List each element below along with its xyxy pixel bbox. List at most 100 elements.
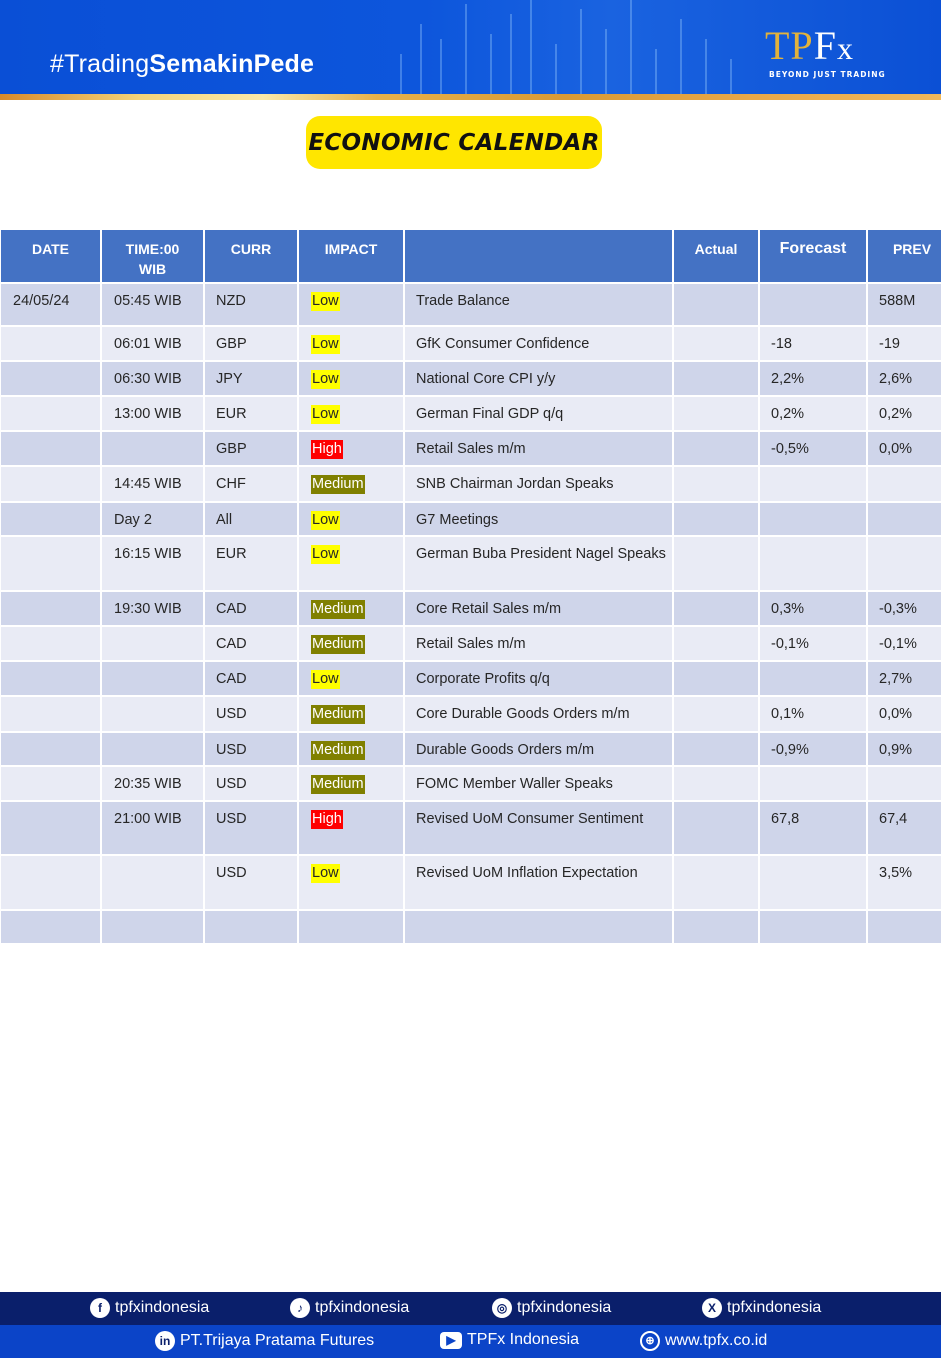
cell-time: 14:45 WIB (102, 467, 203, 503)
logo-mark-x: x (836, 30, 854, 66)
cell-event: Core Durable Goods Orders m/m (405, 697, 672, 733)
cell-date (1, 856, 100, 911)
cell-actual (674, 733, 758, 767)
header-time-line1: TIME:00 (125, 241, 180, 257)
cell-event: SNB Chairman Jordan Speaks (405, 467, 672, 503)
social-link-tiktok[interactable]: ♪ tpfxindonesia (290, 1298, 409, 1318)
social-link-globe[interactable]: ⊕ www.tpfx.co.id (640, 1331, 767, 1351)
cell-impact: Medium (299, 767, 403, 802)
header-curr: CURR (205, 230, 297, 284)
cell-prev (868, 767, 941, 802)
impact-badge: High (311, 810, 343, 829)
cell-event: Revised UoM Consumer Sentiment (405, 802, 672, 856)
header-impact: IMPACT (299, 230, 403, 284)
impact-badge: Medium (311, 741, 365, 760)
table-row: 20:35 WIB USD Medium FOMC Member Waller Spe… (1, 767, 941, 802)
social-link-youtube[interactable]: ▶ TPFx Indonesia (440, 1331, 579, 1349)
cell-impact: Medium (299, 592, 403, 627)
cell-forecast (760, 767, 866, 802)
table-row: 19:30 WIB CAD Medium Core Retail Sales m/m 0… (1, 592, 941, 627)
table-row: 14:45 WIB CHF Medium SNB Chairman Jordan Sp… (1, 467, 941, 503)
cell-forecast: 2,2% (760, 362, 866, 397)
cell-time: 06:30 WIB (102, 362, 203, 397)
globe-icon: ⊕ (640, 1331, 660, 1351)
table-row: 13:00 WIB EUR Low German Final GDP q/q 0,2% 0… (1, 397, 941, 432)
cell-prev (868, 911, 941, 945)
table-row: USD Low Revised UoM Inflation Expectation 3… (1, 856, 941, 911)
cell-prev: 67,4 (868, 802, 941, 856)
cell-actual (674, 432, 758, 467)
cell-forecast: 0,1% (760, 697, 866, 733)
cell-curr: CHF (205, 467, 297, 503)
cell-time: 06:01 WIB (102, 327, 203, 362)
social-link-instagram[interactable]: ◎ tpfxindonesia (492, 1298, 611, 1318)
cell-actual (674, 503, 758, 537)
footer-contact-bar: in PT.Trijaya Pratama Futures ▶ TPFx Indone… (0, 1325, 941, 1358)
cell-impact: Low (299, 397, 403, 432)
cell-prev: 2,7% (868, 662, 941, 697)
cell-date (1, 767, 100, 802)
table-row: 21:00 WIB USD High Revised UoM Consumer Sen… (1, 802, 941, 856)
cell-time: Day 2 (102, 503, 203, 537)
cell-actual (674, 327, 758, 362)
cell-event: G7 Meetings (405, 503, 672, 537)
logo-tagline: BEYOND JUST TRADING (769, 70, 886, 79)
impact-badge: Medium (311, 775, 365, 794)
chart-bars-decoration (380, 0, 780, 94)
x-icon: X (702, 1298, 722, 1318)
cell-impact: Low (299, 537, 403, 592)
cell-actual (674, 802, 758, 856)
cell-curr: USD (205, 856, 297, 911)
hashtag-bold: SemakinPede (149, 50, 315, 78)
table-row: GBP High Retail Sales m/m -0,5% 0,0% (1, 432, 941, 467)
cell-prev: -19 (868, 327, 941, 362)
social-link-facebook[interactable]: f tpfxindonesia (90, 1298, 209, 1318)
social-link-linkedin[interactable]: in PT.Trijaya Pratama Futures (155, 1331, 374, 1351)
cell-prev: 0,9% (868, 733, 941, 767)
table-row: 24/05/24 05:45 WIB NZD Low Trade Balance 588M (1, 284, 941, 327)
cell-date (1, 911, 100, 945)
cell-event: Retail Sales m/m (405, 432, 672, 467)
cell-actual (674, 767, 758, 802)
social-label: TPFx Indonesia (467, 1331, 580, 1348)
cell-date (1, 802, 100, 856)
tpfx-logo: TPFx BEYOND JUST TRADING (765, 26, 900, 82)
impact-badge: Low (311, 370, 340, 389)
table-body: 24/05/24 05:45 WIB NZD Low Trade Balance 588M… (1, 284, 941, 945)
cell-date: 24/05/24 (1, 284, 100, 327)
cell-prev: 588M (868, 284, 941, 327)
youtube-icon: ▶ (440, 1331, 462, 1349)
cell-time: 19:30 WIB (102, 592, 203, 627)
cell-curr: CAD (205, 627, 297, 662)
cell-time: 16:15 WIB (102, 537, 203, 592)
header-time: TIME:00 WIB (102, 230, 203, 284)
cell-impact: Low (299, 662, 403, 697)
cell-curr (205, 911, 297, 945)
cell-actual (674, 662, 758, 697)
impact-badge: Medium (311, 705, 365, 724)
cell-forecast (760, 467, 866, 503)
table-row: USD Medium Durable Goods Orders m/m -0,9% 0,… (1, 733, 941, 767)
cell-curr: GBP (205, 432, 297, 467)
cell-date (1, 362, 100, 397)
cell-curr: EUR (205, 397, 297, 432)
cell-event: German Final GDP q/q (405, 397, 672, 432)
impact-badge: Low (311, 511, 340, 530)
header-date: DATE (1, 230, 100, 284)
cell-prev (868, 503, 941, 537)
table-row: CAD Low Corporate Profits q/q 2,7% (1, 662, 941, 697)
impact-badge: High (311, 440, 343, 459)
impact-badge: Low (311, 335, 340, 354)
cell-event: GfK Consumer Confidence (405, 327, 672, 362)
cell-actual (674, 397, 758, 432)
cell-actual (674, 284, 758, 327)
cell-impact: High (299, 432, 403, 467)
cell-forecast (760, 856, 866, 911)
cell-date (1, 467, 100, 503)
impact-badge: Low (311, 670, 340, 689)
cell-time (102, 856, 203, 911)
cell-prev: -0,1% (868, 627, 941, 662)
cell-prev (868, 467, 941, 503)
header-prev: PREV (868, 230, 941, 284)
